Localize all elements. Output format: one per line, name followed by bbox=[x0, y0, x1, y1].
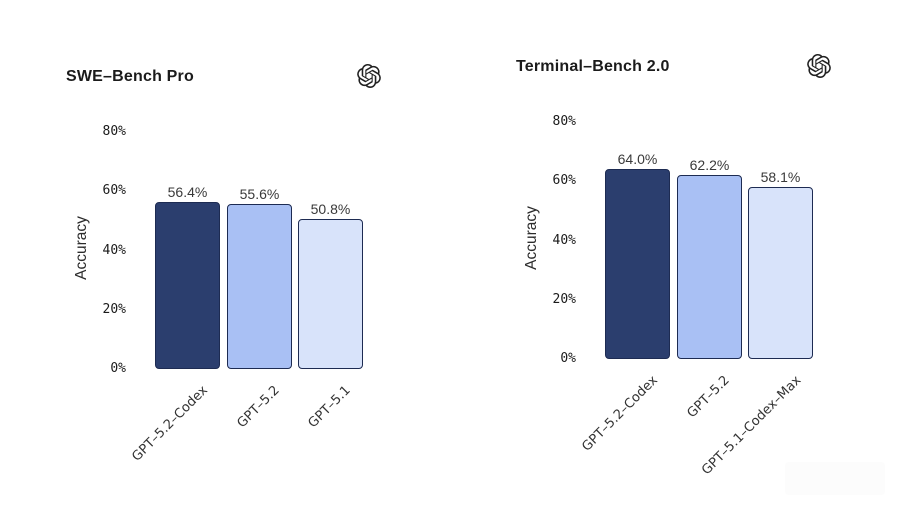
x-tick-label: GPT–5.2 bbox=[685, 373, 734, 422]
y-tick-label: 40% bbox=[102, 242, 126, 258]
bar-value-label: 62.2% bbox=[689, 156, 730, 173]
bar bbox=[748, 186, 813, 359]
y-axis-label: Accuracy bbox=[73, 216, 90, 280]
openai-logo-icon bbox=[807, 54, 831, 78]
openai-logo-icon bbox=[357, 64, 381, 88]
chart-title: Terminal–Bench 2.0 bbox=[516, 58, 670, 75]
bar bbox=[677, 174, 742, 359]
y-tick-label: 20% bbox=[552, 291, 576, 307]
x-tick-label: GPT–5.2–Codex bbox=[129, 383, 212, 465]
bar-value-label: 64.0% bbox=[617, 151, 658, 168]
bar-value-label: 50.8% bbox=[310, 200, 351, 217]
bar bbox=[227, 204, 292, 369]
watermark-box bbox=[785, 462, 885, 495]
y-tick-label: 0% bbox=[110, 361, 126, 376]
chart-terminal-bench-2-0: Terminal–Bench 2.0 Accuracy 0% 20% 40% 60% 8… bbox=[450, 0, 900, 496]
y-tick-label: 60% bbox=[102, 183, 126, 199]
bar-value-label: 55.6% bbox=[239, 186, 280, 203]
y-tick-label: 80% bbox=[552, 114, 576, 129]
x-tick-label: GPT–5.2–Codex bbox=[579, 373, 662, 455]
chart-title: SWE–Bench Pro bbox=[66, 68, 194, 85]
y-tick-label: 0% bbox=[560, 351, 576, 366]
x-tick-label: GPT–5.1 bbox=[306, 383, 355, 432]
bar bbox=[605, 169, 670, 359]
bar-value-label: 58.1% bbox=[760, 168, 801, 185]
bar-value-label: 56.4% bbox=[167, 183, 208, 200]
y-axis-label: Accuracy bbox=[523, 206, 540, 270]
y-tick-label: 80% bbox=[102, 124, 126, 139]
y-tick-label: 40% bbox=[552, 232, 576, 248]
bar bbox=[298, 218, 363, 369]
x-tick-label: GPT–5.2 bbox=[235, 383, 284, 432]
y-tick-label: 60% bbox=[552, 173, 576, 189]
bar bbox=[155, 201, 220, 369]
chart-swe-bench-pro: SWE–Bench Pro Accuracy 0% 20% 40% 60% 80% 56.… bbox=[66, 64, 381, 465]
y-tick-label: 20% bbox=[102, 301, 126, 317]
